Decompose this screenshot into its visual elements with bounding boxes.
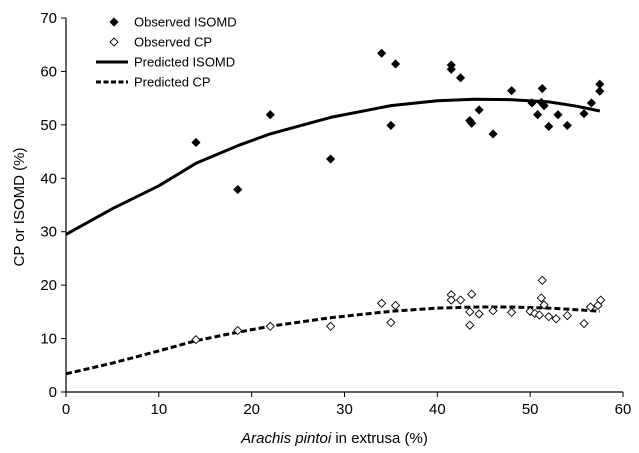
x-tick-label: 30 [336, 401, 353, 418]
observed-isomd-point [377, 48, 387, 58]
predicted-cp-line [65, 305, 600, 376]
observed-cp-point [539, 300, 549, 310]
observed-isomd-point [390, 59, 401, 69]
chart-axes: 0 10 20 30 40 50 60 0 10 20 30 40 50 60 70 [40, 10, 631, 418]
x-tick-label: 20 [243, 401, 260, 418]
observed-cp-point [455, 295, 466, 305]
x-axis-title: Arachis pintoi in extrusa (%) [240, 430, 428, 447]
observed-isomd-point [507, 86, 517, 96]
observed-isomd-point [536, 97, 546, 107]
observed-cp-point [474, 309, 484, 319]
observed-cp-point [562, 310, 572, 321]
observed-isomd-point [595, 86, 605, 96]
observed-cp-point [265, 321, 275, 331]
observed-isomd-point [537, 83, 547, 94]
y-tick-label: 20 [40, 277, 57, 294]
observed-cp-point [579, 318, 589, 329]
x-axis-title-italic: Arachis pintoi [240, 430, 332, 447]
observed-cp-point [534, 310, 545, 320]
observed-isomd-point [265, 110, 275, 120]
observed-cp-point [191, 335, 201, 345]
y-tick-label: 70 [40, 10, 57, 27]
x-tick-label: 40 [429, 401, 446, 418]
observed-cp-point [465, 307, 475, 317]
observed-isomd-point [446, 64, 456, 74]
observed-isomd-point [326, 154, 336, 164]
observed-isomd-point [488, 129, 498, 139]
legend-label-observed-cp: Observed CP [134, 35, 212, 50]
observed-isomd-point [533, 110, 543, 120]
observed-cp-point [536, 293, 546, 303]
legend-swatch-observed-isomd [109, 17, 119, 27]
chart-legend: Observed ISOMD Observed CP Predicted ISOMD… [96, 15, 237, 90]
observed-cp-point [488, 306, 498, 316]
chart-marks [65, 48, 606, 376]
observed-cp-point [465, 320, 475, 330]
legend-label-predicted-cp: Predicted CP [134, 75, 211, 90]
observed-isomd-point [527, 98, 537, 108]
observed-isomd-point [562, 120, 572, 130]
legend-label-predicted-isomd: Predicted ISOMD [134, 55, 235, 70]
y-tick-label: 10 [40, 331, 57, 348]
observed-cp-point [386, 317, 396, 328]
x-tick-label: 60 [615, 401, 632, 418]
observed-cp-point [506, 307, 517, 318]
predicted-isomd-line [65, 97, 601, 236]
observed-isomd-point [474, 105, 484, 115]
legend-swatch-observed-cp [109, 37, 119, 47]
observed-cp-point [525, 306, 535, 316]
observed-cp-point [390, 300, 401, 311]
observed-isomd-point [586, 98, 597, 108]
observed-cp-point [596, 295, 606, 305]
observed-isomd-point [579, 109, 589, 119]
observed-cp-point [537, 275, 547, 285]
x-axis-title-rest: in extrusa (%) [331, 430, 428, 447]
observed-isomd-point [553, 110, 563, 120]
observed-cp-point [585, 302, 596, 312]
observed-isomd-point [467, 118, 477, 128]
observed-isomd-point [455, 73, 466, 83]
observed-cp-point [376, 298, 387, 308]
observed-isomd-point [544, 121, 554, 132]
y-tick-label: 30 [40, 224, 57, 241]
observed-isomd-point [233, 184, 243, 195]
legend-label-observed-isomd: Observed ISOMD [134, 15, 237, 30]
observed-cp-point [551, 314, 561, 324]
x-tick-label: 10 [150, 401, 167, 418]
y-tick-label: 40 [40, 170, 57, 187]
observed-cp-point [233, 325, 243, 336]
observed-cp-point [446, 295, 456, 305]
y-tick-label: 60 [40, 63, 57, 80]
y-tick-label: 0 [49, 384, 57, 401]
observed-cp-point [544, 312, 554, 322]
y-axis-title: CP or ISOMD (%) [11, 148, 28, 267]
observed-cp-point [467, 289, 477, 299]
observed-isomd-point [386, 120, 396, 130]
observed-cp-point [325, 321, 336, 331]
y-tick-label: 50 [40, 117, 57, 134]
observed-isomd-point [191, 137, 201, 148]
x-tick-label: 50 [522, 401, 539, 418]
x-tick-label: 0 [62, 401, 70, 418]
